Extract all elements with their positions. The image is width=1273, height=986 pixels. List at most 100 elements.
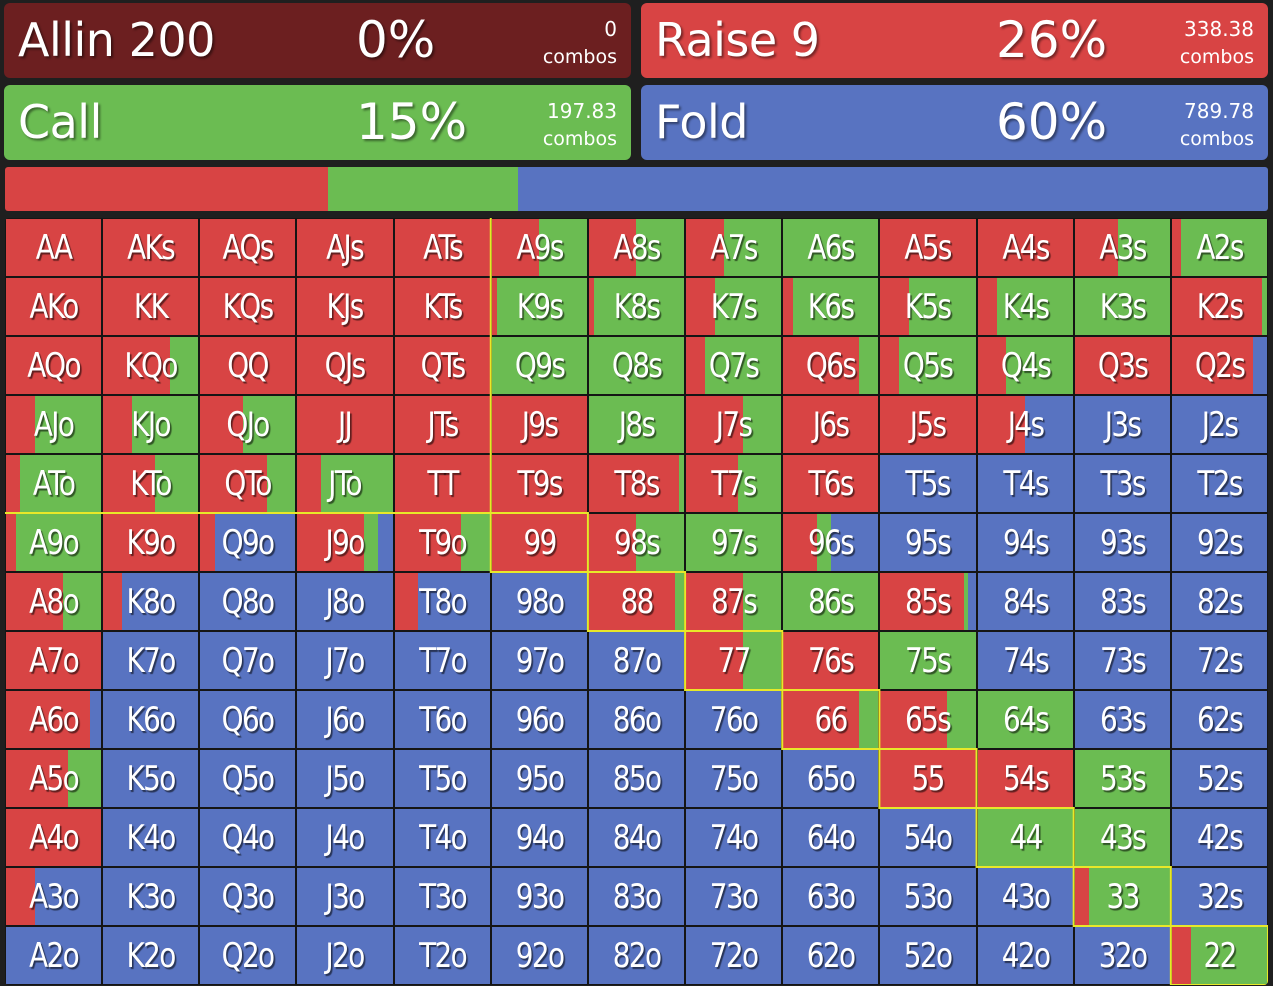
hand-cell-AA[interactable]: AA (6, 219, 102, 276)
hand-cell-A3o[interactable]: A3o (6, 868, 102, 925)
hand-cell-Q8o[interactable]: Q8o (200, 573, 296, 630)
hand-cell-Q7s[interactable]: Q7s (686, 337, 782, 394)
hand-cell-A8o[interactable]: A8o (6, 573, 102, 630)
hand-cell-87s[interactable]: 87s (686, 573, 782, 630)
hand-cell-KTo[interactable]: KTo (103, 455, 199, 512)
hand-cell-A2o[interactable]: A2o (6, 927, 102, 984)
hand-cell-96o[interactable]: 96o (491, 691, 587, 748)
hand-cell-72o[interactable]: 72o (686, 927, 782, 984)
hand-cell-AKo[interactable]: AKo (6, 278, 102, 335)
hand-cell-K4o[interactable]: K4o (103, 809, 199, 866)
hand-cell-A4o[interactable]: A4o (6, 809, 102, 866)
hand-cell-A9s[interactable]: A9s (491, 219, 587, 276)
hand-cell-63s[interactable]: 63s (1074, 691, 1170, 748)
hand-cell-A5o[interactable]: A5o (6, 750, 102, 807)
hand-cell-Q5s[interactable]: Q5s (880, 337, 976, 394)
hand-cell-72s[interactable]: 72s (1171, 632, 1267, 689)
hand-cell-T5o[interactable]: T5o (394, 750, 490, 807)
hand-cell-K4s[interactable]: K4s (977, 278, 1073, 335)
hand-cell-63o[interactable]: 63o (783, 868, 879, 925)
hand-cell-K8o[interactable]: K8o (103, 573, 199, 630)
hand-cell-J3s[interactable]: J3s (1074, 396, 1170, 453)
hand-cell-77[interactable]: 77 (686, 632, 782, 689)
hand-cell-73s[interactable]: 73s (1074, 632, 1170, 689)
hand-cell-T4s[interactable]: T4s (977, 455, 1073, 512)
hand-cell-52s[interactable]: 52s (1171, 750, 1267, 807)
hand-cell-T7s[interactable]: T7s (686, 455, 782, 512)
hand-cell-32s[interactable]: 32s (1171, 868, 1267, 925)
hand-cell-QQ[interactable]: QQ (200, 337, 296, 394)
hand-cell-86o[interactable]: 86o (588, 691, 685, 748)
hand-cell-AKs[interactable]: AKs (103, 219, 199, 276)
hand-cell-A7s[interactable]: A7s (686, 219, 782, 276)
hand-cell-K8s[interactable]: K8s (588, 278, 685, 335)
hand-cell-K9s[interactable]: K9s (491, 278, 587, 335)
hand-cell-85o[interactable]: 85o (588, 750, 685, 807)
hand-cell-J2o[interactable]: J2o (297, 927, 393, 984)
hand-cell-QJo[interactable]: QJo (200, 396, 296, 453)
hand-cell-64s[interactable]: 64s (977, 691, 1073, 748)
hand-cell-QTo[interactable]: QTo (200, 455, 296, 512)
hand-cell-T9s[interactable]: T9s (491, 455, 587, 512)
hand-cell-AQo[interactable]: AQo (6, 337, 102, 394)
hand-cell-54s[interactable]: 54s (977, 750, 1073, 807)
hand-cell-J3o[interactable]: J3o (297, 868, 393, 925)
hand-cell-T3o[interactable]: T3o (394, 868, 490, 925)
hand-cell-82s[interactable]: 82s (1171, 573, 1267, 630)
action-panel-allin[interactable]: Allin 200 0% 0 combos (4, 3, 631, 78)
hand-cell-K6o[interactable]: K6o (103, 691, 199, 748)
hand-cell-62s[interactable]: 62s (1171, 691, 1267, 748)
hand-cell-A3s[interactable]: A3s (1074, 219, 1170, 276)
hand-cell-Q8s[interactable]: Q8s (588, 337, 685, 394)
hand-cell-66[interactable]: 66 (783, 691, 879, 748)
hand-cell-Q9s[interactable]: Q9s (491, 337, 587, 394)
hand-cell-42o[interactable]: 42o (977, 927, 1073, 984)
hand-cell-TT[interactable]: TT (394, 455, 490, 512)
hand-cell-J8s[interactable]: J8s (588, 396, 685, 453)
hand-cell-J4o[interactable]: J4o (297, 809, 393, 866)
hand-cell-K5s[interactable]: K5s (880, 278, 976, 335)
hand-cell-74s[interactable]: 74s (977, 632, 1073, 689)
hand-cell-93s[interactable]: 93s (1074, 514, 1170, 571)
hand-cell-82o[interactable]: 82o (588, 927, 685, 984)
hand-cell-K6s[interactable]: K6s (783, 278, 879, 335)
hand-cell-K3s[interactable]: K3s (1074, 278, 1170, 335)
hand-cell-AJo[interactable]: AJo (6, 396, 102, 453)
hand-cell-QJs[interactable]: QJs (297, 337, 393, 394)
hand-cell-Q3o[interactable]: Q3o (200, 868, 296, 925)
hand-cell-A4s[interactable]: A4s (977, 219, 1073, 276)
hand-cell-J9s[interactable]: J9s (491, 396, 587, 453)
hand-cell-97o[interactable]: 97o (491, 632, 587, 689)
hand-cell-T5s[interactable]: T5s (880, 455, 976, 512)
hand-cell-K3o[interactable]: K3o (103, 868, 199, 925)
action-panel-call[interactable]: Call 15% 197.83 combos (4, 85, 631, 160)
hand-cell-T7o[interactable]: T7o (394, 632, 490, 689)
hand-cell-T8o[interactable]: T8o (394, 573, 490, 630)
hand-cell-64o[interactable]: 64o (783, 809, 879, 866)
hand-cell-Q3s[interactable]: Q3s (1074, 337, 1170, 394)
hand-cell-76s[interactable]: 76s (783, 632, 879, 689)
hand-cell-84o[interactable]: 84o (588, 809, 685, 866)
hand-cell-94o[interactable]: 94o (491, 809, 587, 866)
hand-cell-KJs[interactable]: KJs (297, 278, 393, 335)
hand-cell-Q5o[interactable]: Q5o (200, 750, 296, 807)
hand-cell-T8s[interactable]: T8s (588, 455, 685, 512)
hand-cell-Q4o[interactable]: Q4o (200, 809, 296, 866)
hand-cell-A6s[interactable]: A6s (783, 219, 879, 276)
hand-cell-84s[interactable]: 84s (977, 573, 1073, 630)
hand-cell-KTs[interactable]: KTs (394, 278, 490, 335)
hand-cell-T2s[interactable]: T2s (1171, 455, 1267, 512)
hand-cell-Q6o[interactable]: Q6o (200, 691, 296, 748)
hand-cell-T6s[interactable]: T6s (783, 455, 879, 512)
hand-cell-93o[interactable]: 93o (491, 868, 587, 925)
hand-cell-K9o[interactable]: K9o (103, 514, 199, 571)
hand-cell-QTs[interactable]: QTs (394, 337, 490, 394)
hand-cell-K7o[interactable]: K7o (103, 632, 199, 689)
hand-cell-KK[interactable]: KK (103, 278, 199, 335)
hand-cell-62o[interactable]: 62o (783, 927, 879, 984)
hand-cell-K7s[interactable]: K7s (686, 278, 782, 335)
hand-cell-J8o[interactable]: J8o (297, 573, 393, 630)
hand-cell-97s[interactable]: 97s (686, 514, 782, 571)
hand-cell-83o[interactable]: 83o (588, 868, 685, 925)
hand-cell-44[interactable]: 44 (977, 809, 1073, 866)
